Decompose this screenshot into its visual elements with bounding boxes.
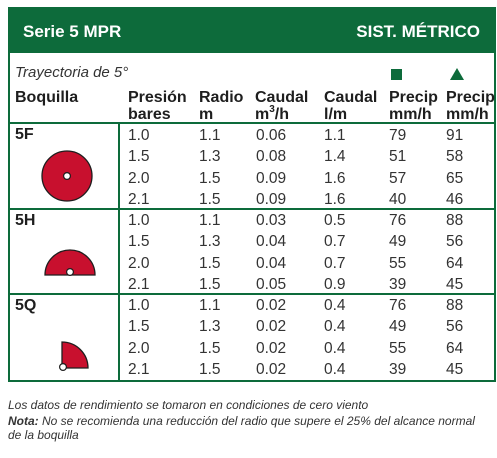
cell-flow-m3h: 0.09 (256, 190, 287, 208)
cell-pressure: 1.5 (128, 148, 150, 166)
cell-precip-triangle: 65 (446, 169, 464, 187)
cell-pressure: 2.0 (128, 169, 150, 187)
cell-precip-triangle: 64 (446, 254, 464, 272)
cell-flow-lm: 0.4 (324, 297, 346, 314)
cell-precip-square: 39 (389, 275, 407, 293)
cell-flow-lm: 0.4 (324, 360, 346, 378)
cell-precip-square: 79 (389, 127, 407, 144)
quarter-circle-pattern-icon (58, 341, 89, 372)
cell-flow-lm: 0.9 (324, 275, 346, 293)
cell-precip-triangle: 45 (446, 275, 464, 293)
cell-flow-m3h: 0.04 (256, 233, 287, 251)
vertical-divider (118, 124, 120, 382)
cell-flow-m3h: 0.08 (256, 148, 287, 166)
cell-radius: 1.5 (199, 190, 221, 208)
cell-radius: 1.1 (199, 297, 221, 314)
triangle-spacing-icon (450, 68, 464, 80)
col-radius: Radio m (199, 89, 244, 123)
cell-precip-triangle: 45 (446, 360, 464, 378)
cell-flow-lm: 0.7 (324, 254, 346, 272)
cell-precip-square: 40 (389, 190, 407, 208)
cell-radius: 1.5 (199, 275, 221, 293)
col-precip-square: Precip mm/h (389, 89, 438, 123)
cell-flow-m3h: 0.04 (256, 254, 287, 272)
cell-pressure: 2.1 (128, 360, 150, 378)
cell-radius: 1.3 (199, 148, 221, 166)
cell-radius: 1.1 (199, 127, 221, 144)
cell-precip-square: 55 (389, 254, 407, 272)
cell-flow-m3h: 0.09 (256, 169, 287, 187)
series-title: Serie 5 MPR (23, 22, 122, 41)
cell-flow-lm: 1.1 (324, 127, 346, 144)
footer-zero-wind-note: Los datos de rendimiento se tomaron en c… (8, 398, 369, 412)
cell-precip-square: 76 (389, 212, 407, 229)
cell-precip-triangle: 56 (446, 233, 464, 251)
cell-precip-square: 49 (389, 318, 407, 336)
cell-precip-square: 49 (389, 233, 407, 251)
cell-radius: 1.1 (199, 212, 221, 229)
cell-flow-lm: 1.6 (324, 169, 346, 187)
cell-flow-m3h: 0.03 (256, 212, 287, 229)
footer-note-continued: de la boquilla (8, 428, 79, 442)
cell-flow-lm: 1.6 (324, 190, 346, 208)
divider-group-1 (10, 208, 494, 210)
cell-flow-lm: 0.5 (324, 212, 346, 229)
cell-pressure: 2.0 (128, 339, 150, 357)
cell-flow-lm: 0.7 (324, 233, 346, 251)
cell-pressure: 1.0 (128, 297, 150, 314)
cell-radius: 1.5 (199, 254, 221, 272)
cell-radius: 1.5 (199, 169, 221, 187)
group-label-5f: 5F (15, 126, 34, 143)
half-circle-pattern-icon (44, 249, 96, 277)
cell-pressure: 2.1 (128, 190, 150, 208)
cell-pressure: 1.0 (128, 127, 150, 144)
performance-table-card: Serie 5 MPR SIST. MÉTRICO Trayectoria de… (8, 7, 496, 382)
cell-flow-m3h: 0.02 (256, 360, 287, 378)
cell-precip-square: 51 (389, 148, 407, 166)
cell-precip-triangle: 58 (446, 148, 464, 166)
col-flow-m3h: Caudal m3/h (255, 89, 309, 123)
cell-pressure: 1.5 (128, 233, 150, 251)
trajectory-label: Trayectoria de 5° (15, 64, 129, 81)
cell-pressure: 1.0 (128, 212, 150, 229)
cell-precip-triangle: 56 (446, 318, 464, 336)
table-header: Serie 5 MPR SIST. MÉTRICO (10, 9, 494, 53)
cell-flow-lm: 0.4 (324, 318, 346, 336)
cell-precip-triangle: 88 (446, 212, 464, 229)
cell-flow-m3h: 0.02 (256, 318, 287, 336)
cell-flow-lm: 0.4 (324, 339, 346, 357)
col-flow-lm: Caudal l/m (324, 89, 378, 123)
square-spacing-icon (391, 69, 402, 80)
cell-flow-lm: 1.4 (324, 148, 346, 166)
divider-header (10, 122, 494, 124)
col-nozzle: Boquilla (15, 89, 79, 106)
cell-flow-m3h: 0.02 (256, 339, 287, 357)
cell-precip-square: 76 (389, 297, 407, 314)
divider-group-2 (10, 293, 494, 295)
cell-flow-m3h: 0.06 (256, 127, 287, 144)
full-circle-pattern-icon (41, 150, 93, 202)
col-pressure: Presión bares (128, 89, 187, 123)
cell-pressure: 1.5 (128, 318, 150, 336)
unit-system-label: SIST. MÉTRICO (356, 22, 480, 41)
cell-precip-triangle: 46 (446, 190, 464, 208)
cell-flow-m3h: 0.05 (256, 275, 287, 293)
cell-pressure: 2.0 (128, 254, 150, 272)
cell-precip-square: 57 (389, 169, 407, 187)
cell-pressure: 2.1 (128, 275, 150, 293)
cell-flow-m3h: 0.02 (256, 297, 287, 314)
cell-precip-square: 55 (389, 339, 407, 357)
cell-precip-triangle: 88 (446, 297, 464, 314)
col-precip-triangle: Precip mm/h (446, 89, 495, 123)
footer-note: Nota: No se recomienda una reducción del… (8, 414, 475, 428)
cell-radius: 1.5 (199, 360, 221, 378)
group-label-5h: 5H (15, 212, 36, 229)
cell-precip-triangle: 64 (446, 339, 464, 357)
cell-radius: 1.5 (199, 339, 221, 357)
cell-precip-triangle: 91 (446, 127, 464, 144)
cell-precip-square: 39 (389, 360, 407, 378)
group-label-5q: 5Q (15, 297, 37, 314)
cell-radius: 1.3 (199, 233, 221, 251)
cell-radius: 1.3 (199, 318, 221, 336)
